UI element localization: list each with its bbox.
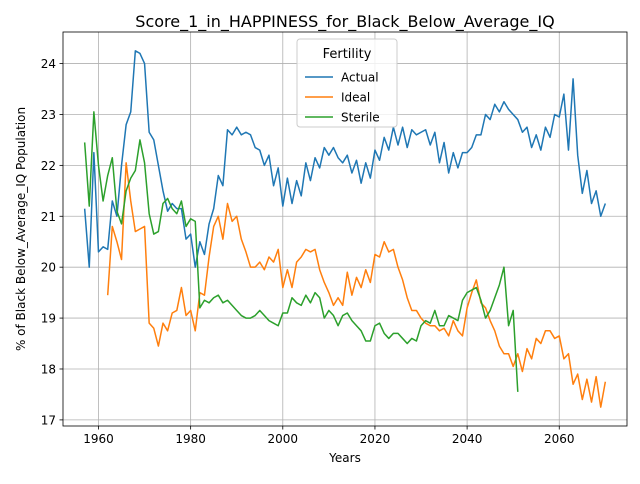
x-tick-label: 2000 (268, 432, 299, 446)
y-tick-label: 23 (41, 108, 56, 122)
legend-label-actual: Actual (341, 71, 379, 85)
legend-box (296, 38, 398, 128)
chart-title: Score_1_in_HAPPINESS_for_Black_Below_Ave… (135, 12, 554, 32)
y-tick-label: 17 (41, 413, 56, 427)
legend-title: Fertility (323, 47, 372, 62)
series-line-sterile (83, 111, 519, 392)
y-tick-label: 22 (41, 159, 56, 173)
x-tick-label: 2040 (452, 432, 483, 446)
x-tick-label: 1960 (83, 432, 114, 446)
legend-entries: Actual Ideal Sterile (305, 71, 380, 125)
y-tick-label: 19 (41, 312, 56, 326)
y-axis-label: % of Black Below_Average_IQ Population (14, 107, 28, 351)
x-tick-label: 2020 (360, 432, 391, 446)
y-tick-label: 20 (41, 261, 56, 275)
legend-label-ideal: Ideal (341, 91, 370, 105)
y-tick-label: 21 (41, 210, 56, 224)
x-axis-label: Years (328, 451, 361, 465)
plot-frame (62, 31, 628, 427)
series-line-ideal (106, 162, 607, 408)
series-line-actual (83, 50, 607, 268)
legend: Fertility Actual Ideal Sterile (296, 38, 398, 128)
y-tick-label: 18 (41, 362, 56, 376)
x-tick-label: 1980 (175, 432, 206, 446)
legend-label-sterile: Sterile (341, 111, 380, 125)
series-lines (83, 50, 607, 408)
y-tick-label: 24 (41, 57, 56, 71)
axis-ticks: 1960 1980 2000 2020 2040 2060 17 18 19 20 21 22 23 24 (41, 57, 575, 446)
x-tick-label: 2060 (544, 432, 575, 446)
